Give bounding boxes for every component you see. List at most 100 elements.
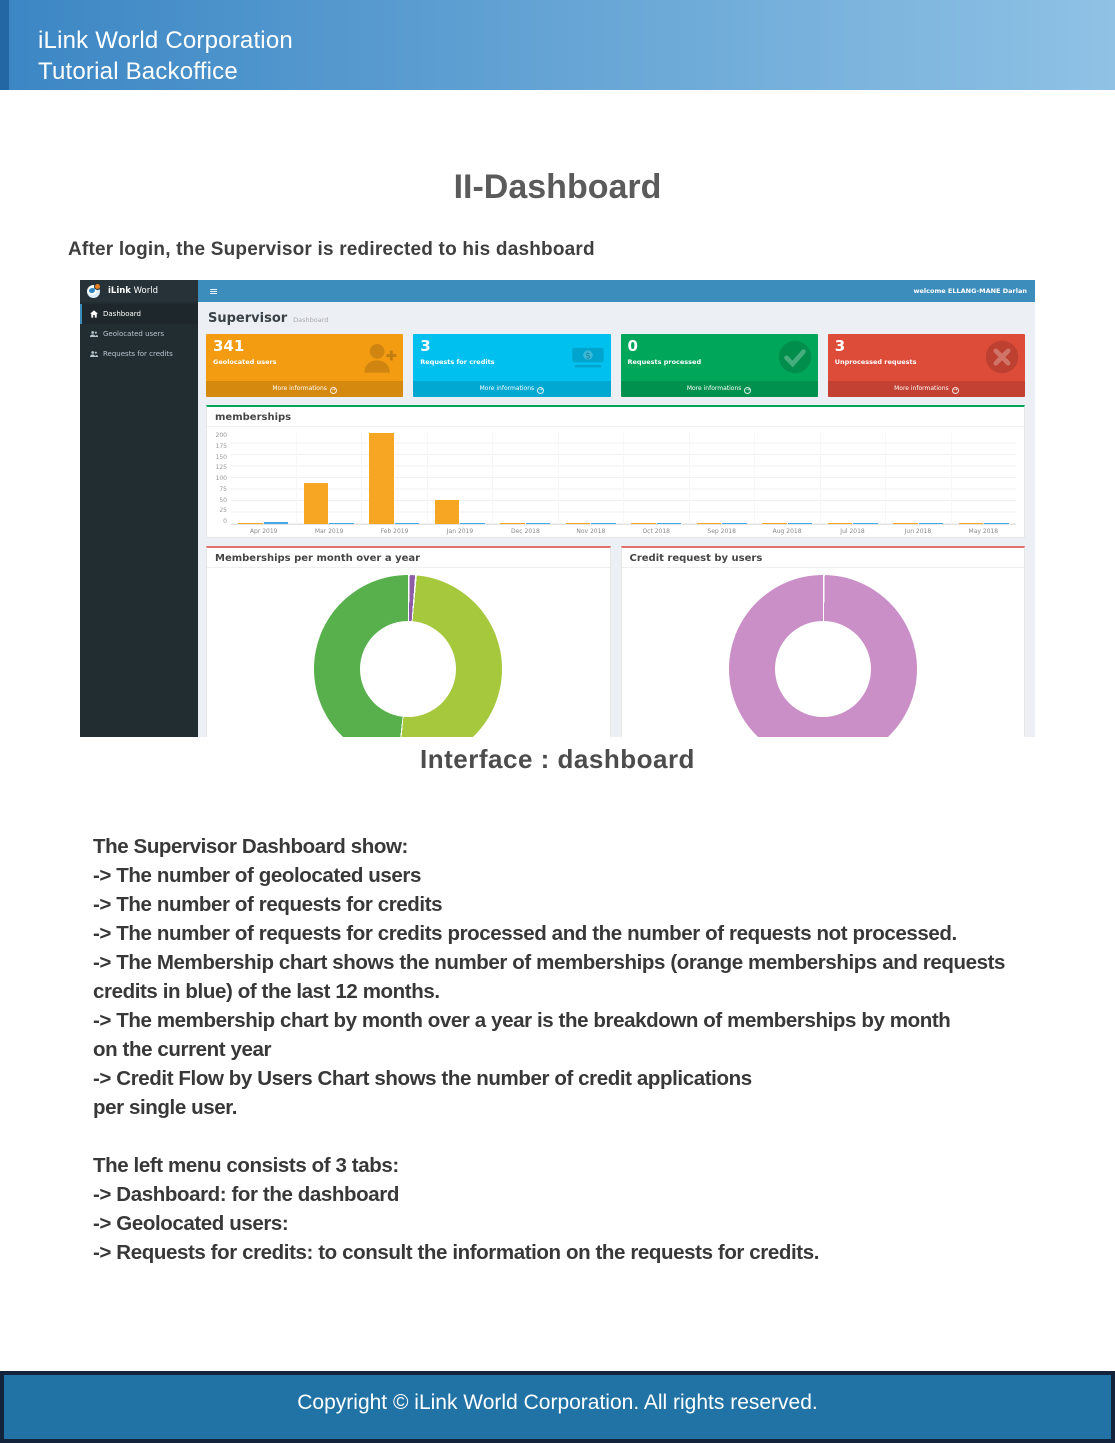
bar-group-oct-2018 — [623, 433, 689, 524]
stat-label: Requests for credits — [420, 358, 495, 366]
copyright-text: Copyright © iLink World Corporation. All… — [297, 1391, 818, 1414]
stat-value: 341 — [213, 337, 245, 355]
x-circle-icon — [985, 340, 1019, 374]
stat-cards-row: 341 Geolocated users More informations → 3 Re… — [206, 334, 1025, 397]
x-tick-label: Aug 2018 — [772, 528, 802, 535]
user-plus-icon — [363, 340, 397, 374]
y-tick-label: 150 — [215, 453, 227, 461]
more-informations-link[interactable]: More informations → — [827, 381, 1025, 397]
bar-group-apr-2019 — [231, 433, 296, 524]
arrow-circle-right-icon: → — [537, 386, 545, 394]
memberships-bar — [238, 523, 263, 524]
stat-card-body: 3 Requests for credits $ — [413, 334, 610, 381]
dashboard-screenshot: iLink World ≡ welcome ELLANG-MANE Darlan… — [80, 280, 1035, 737]
users-icon — [90, 330, 98, 338]
bar-group-feb-2019 — [361, 432, 427, 524]
paragraph: The left menu consists of 3 tabs: -> Dash… — [93, 1151, 1053, 1267]
memberships-donut-title: Memberships per month over a year — [207, 548, 610, 568]
arrow-circle-right-icon: → — [951, 386, 959, 394]
y-tick-label: 175 — [215, 442, 227, 450]
bar-group-nov-2018 — [557, 433, 624, 524]
sidebar-item-geolocated-users[interactable]: Geolocated users — [80, 324, 198, 344]
credit-donut-panel: Credit request by users — [620, 546, 1025, 737]
bar-group-sep-2018 — [688, 433, 755, 524]
requests-credits-bar — [722, 523, 747, 524]
brand-rest: World — [130, 286, 159, 296]
requests-credits-bar — [656, 523, 682, 524]
paragraph: The Supervisor Dashboard show: -> The num… — [93, 832, 1053, 1122]
more-informations-label: More informations — [894, 384, 949, 392]
requests-credits-bar — [918, 523, 944, 524]
memberships-bar — [631, 523, 656, 524]
dashboard-content: Supervisor Dashboard 341 Geolocated users… — [198, 302, 1035, 737]
x-tick-label: May 2018 — [968, 528, 999, 535]
memberships-chart-title: memberships — [207, 407, 1024, 427]
y-tick-label: 100 — [215, 475, 227, 482]
x-tick-label: Jun 2018 — [904, 528, 932, 535]
bar-group-dec-2018 — [492, 433, 558, 524]
bar-group-jul-2018 — [819, 433, 886, 524]
globe-logo-icon — [87, 282, 101, 298]
y-tick-label: 25 — [219, 507, 227, 515]
stat-card-body: 341 Geolocated users — [206, 334, 403, 381]
more-informations-link[interactable]: More informations → — [413, 381, 611, 397]
x-tick-label: Jul 2018 — [840, 528, 865, 535]
page-title: II-Dashboard — [453, 168, 662, 206]
sidebar-item-label: Dashboard — [103, 310, 141, 318]
requests-credits-bar — [591, 523, 616, 524]
bar-group-mar-2019 — [295, 433, 362, 524]
sidebar-item-label: Requests for credits — [103, 350, 173, 358]
memberships-donut-chart — [314, 575, 503, 737]
stat-value: 3 — [834, 337, 846, 355]
y-tick-label: 0 — [223, 518, 227, 525]
requests-credits-bar — [263, 522, 289, 524]
y-tick-label: 200 — [215, 432, 227, 439]
document-footer: Copyright © iLink World Corporation. All… — [0, 1371, 1115, 1443]
bar-group-jun-2018 — [885, 433, 951, 524]
x-tick-label: Apr 2019 — [249, 528, 278, 535]
hamburger-menu-icon[interactable]: ≡ — [209, 284, 219, 298]
x-tick-label: Jan 2019 — [446, 528, 474, 535]
welcome-user[interactable]: welcome ELLANG-MANE Darlan — [913, 287, 1027, 295]
more-informations-link[interactable]: More informations → — [620, 381, 818, 397]
memberships-bar — [958, 522, 984, 524]
sidebar-item-label: Geolocated users — [103, 330, 165, 338]
company-name: iLink World Corporation — [38, 27, 293, 54]
text-line: -> The number of requests for credits — [93, 893, 443, 916]
svg-text:$: $ — [585, 351, 591, 361]
text-line: The left menu consists of 3 tabs: — [93, 1154, 399, 1177]
sidebar-item-dashboard[interactable]: Dashboard — [80, 304, 198, 324]
x-axis-labels: Apr 2019 Mar 2019 Feb 2019 Jan 2019 Dec 2018… — [231, 525, 1016, 535]
x-tick-label: Dec 2018 — [511, 528, 540, 535]
content-header: Supervisor Dashboard — [208, 311, 1025, 326]
stat-label: Unprocessed requests — [834, 358, 917, 366]
requests-credits-bar — [853, 523, 878, 524]
bar-group-may-2018 — [950, 433, 1017, 524]
arrow-circle-right-icon: → — [744, 386, 752, 394]
text-line: The Supervisor Dashboard show: — [93, 835, 408, 858]
sidebar-item-requests-for-credits[interactable]: Requests for credits — [80, 344, 198, 364]
memberships-bar — [893, 522, 918, 524]
intro-text: After login, the Supervisor is redirecte… — [68, 239, 595, 260]
text-line: -> The number of geolocated users — [93, 864, 421, 887]
stat-card-geolocated-users: 341 Geolocated users More informations → — [206, 334, 404, 397]
text-line: on the current year — [93, 1038, 272, 1061]
brand-area[interactable]: iLink World — [80, 280, 198, 302]
y-tick-label: 50 — [219, 496, 227, 504]
brand-name: iLink World — [108, 286, 158, 296]
memberships-bar — [434, 500, 460, 524]
memberships-bar — [500, 523, 525, 524]
y-axis: 200 175 150 125 100 75 50 25 0 — [211, 433, 231, 525]
money-icon: $ — [571, 340, 605, 374]
more-informations-link[interactable]: More informations → — [206, 381, 404, 397]
arrow-circle-right-icon: → — [329, 386, 337, 394]
text-line: -> The membership chart by month over a … — [93, 1009, 951, 1032]
text-line: -> Requests for credits: to consult the … — [93, 1241, 820, 1264]
navbar: ≡ welcome ELLANG-MANE Darlan — [198, 280, 1035, 302]
screenshot-caption: Interface : dashboard — [420, 744, 695, 774]
stat-label: Requests processed — [627, 358, 702, 366]
document-header: iLink World Corporation Tutorial Backoff… — [0, 0, 1115, 90]
memberships-bar — [762, 523, 787, 524]
stat-card-unprocessed-requests: 3 Unprocessed requests More informations → — [827, 334, 1025, 397]
